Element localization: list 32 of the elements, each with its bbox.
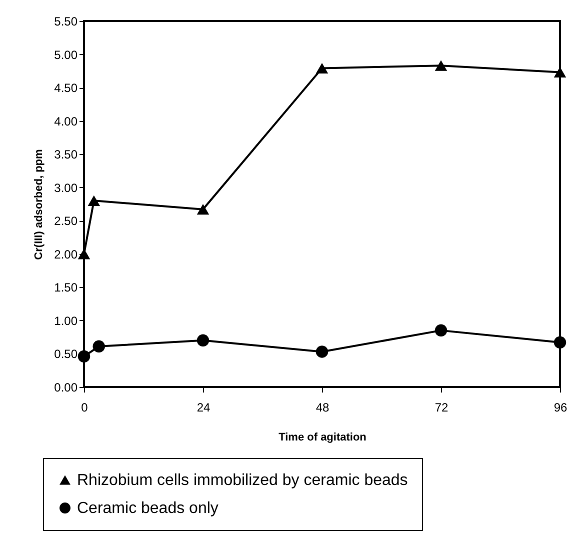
y-tick-label: 0.00 [54,380,78,394]
point [196,204,210,215]
point [88,195,100,206]
x-tick-label: 96 [554,400,568,414]
x-tick-label: 72 [434,400,448,414]
x-tick-label: 48 [316,400,330,414]
y-tick-label: 5.00 [54,48,78,62]
point [196,334,210,347]
x-tick-label: 0 [81,400,88,414]
y-tick-label: 4.50 [54,81,78,96]
y-tick-label: 1.00 [54,314,78,328]
y-tick-label: 4.00 [54,114,78,128]
point [434,60,448,71]
x-tick-label: 24 [196,400,210,414]
y-axis-title: Cr(III) adsorbed, ppm [33,148,46,260]
point [316,62,328,74]
point [78,248,90,260]
x-axis-title: Time of agitation [278,432,367,444]
point [78,350,90,362]
point [92,340,105,353]
y-tick-label: 5.50 [54,14,78,28]
legend-label: Rhizobium cells immobilized by ceramic beads [77,472,408,489]
y-tick-label: 3.00 [54,180,78,195]
point [554,336,566,349]
point [434,324,448,337]
y-tick-label: 1.50 [54,280,78,295]
y-tick-label: 3.50 [54,148,78,162]
legend-label: Ceramic beads only [77,500,218,517]
y-tick-label: 2.00 [54,247,78,262]
y-tick-label: 2.50 [54,214,78,228]
y-tick-label: 0.50 [54,347,78,362]
point [316,346,328,358]
